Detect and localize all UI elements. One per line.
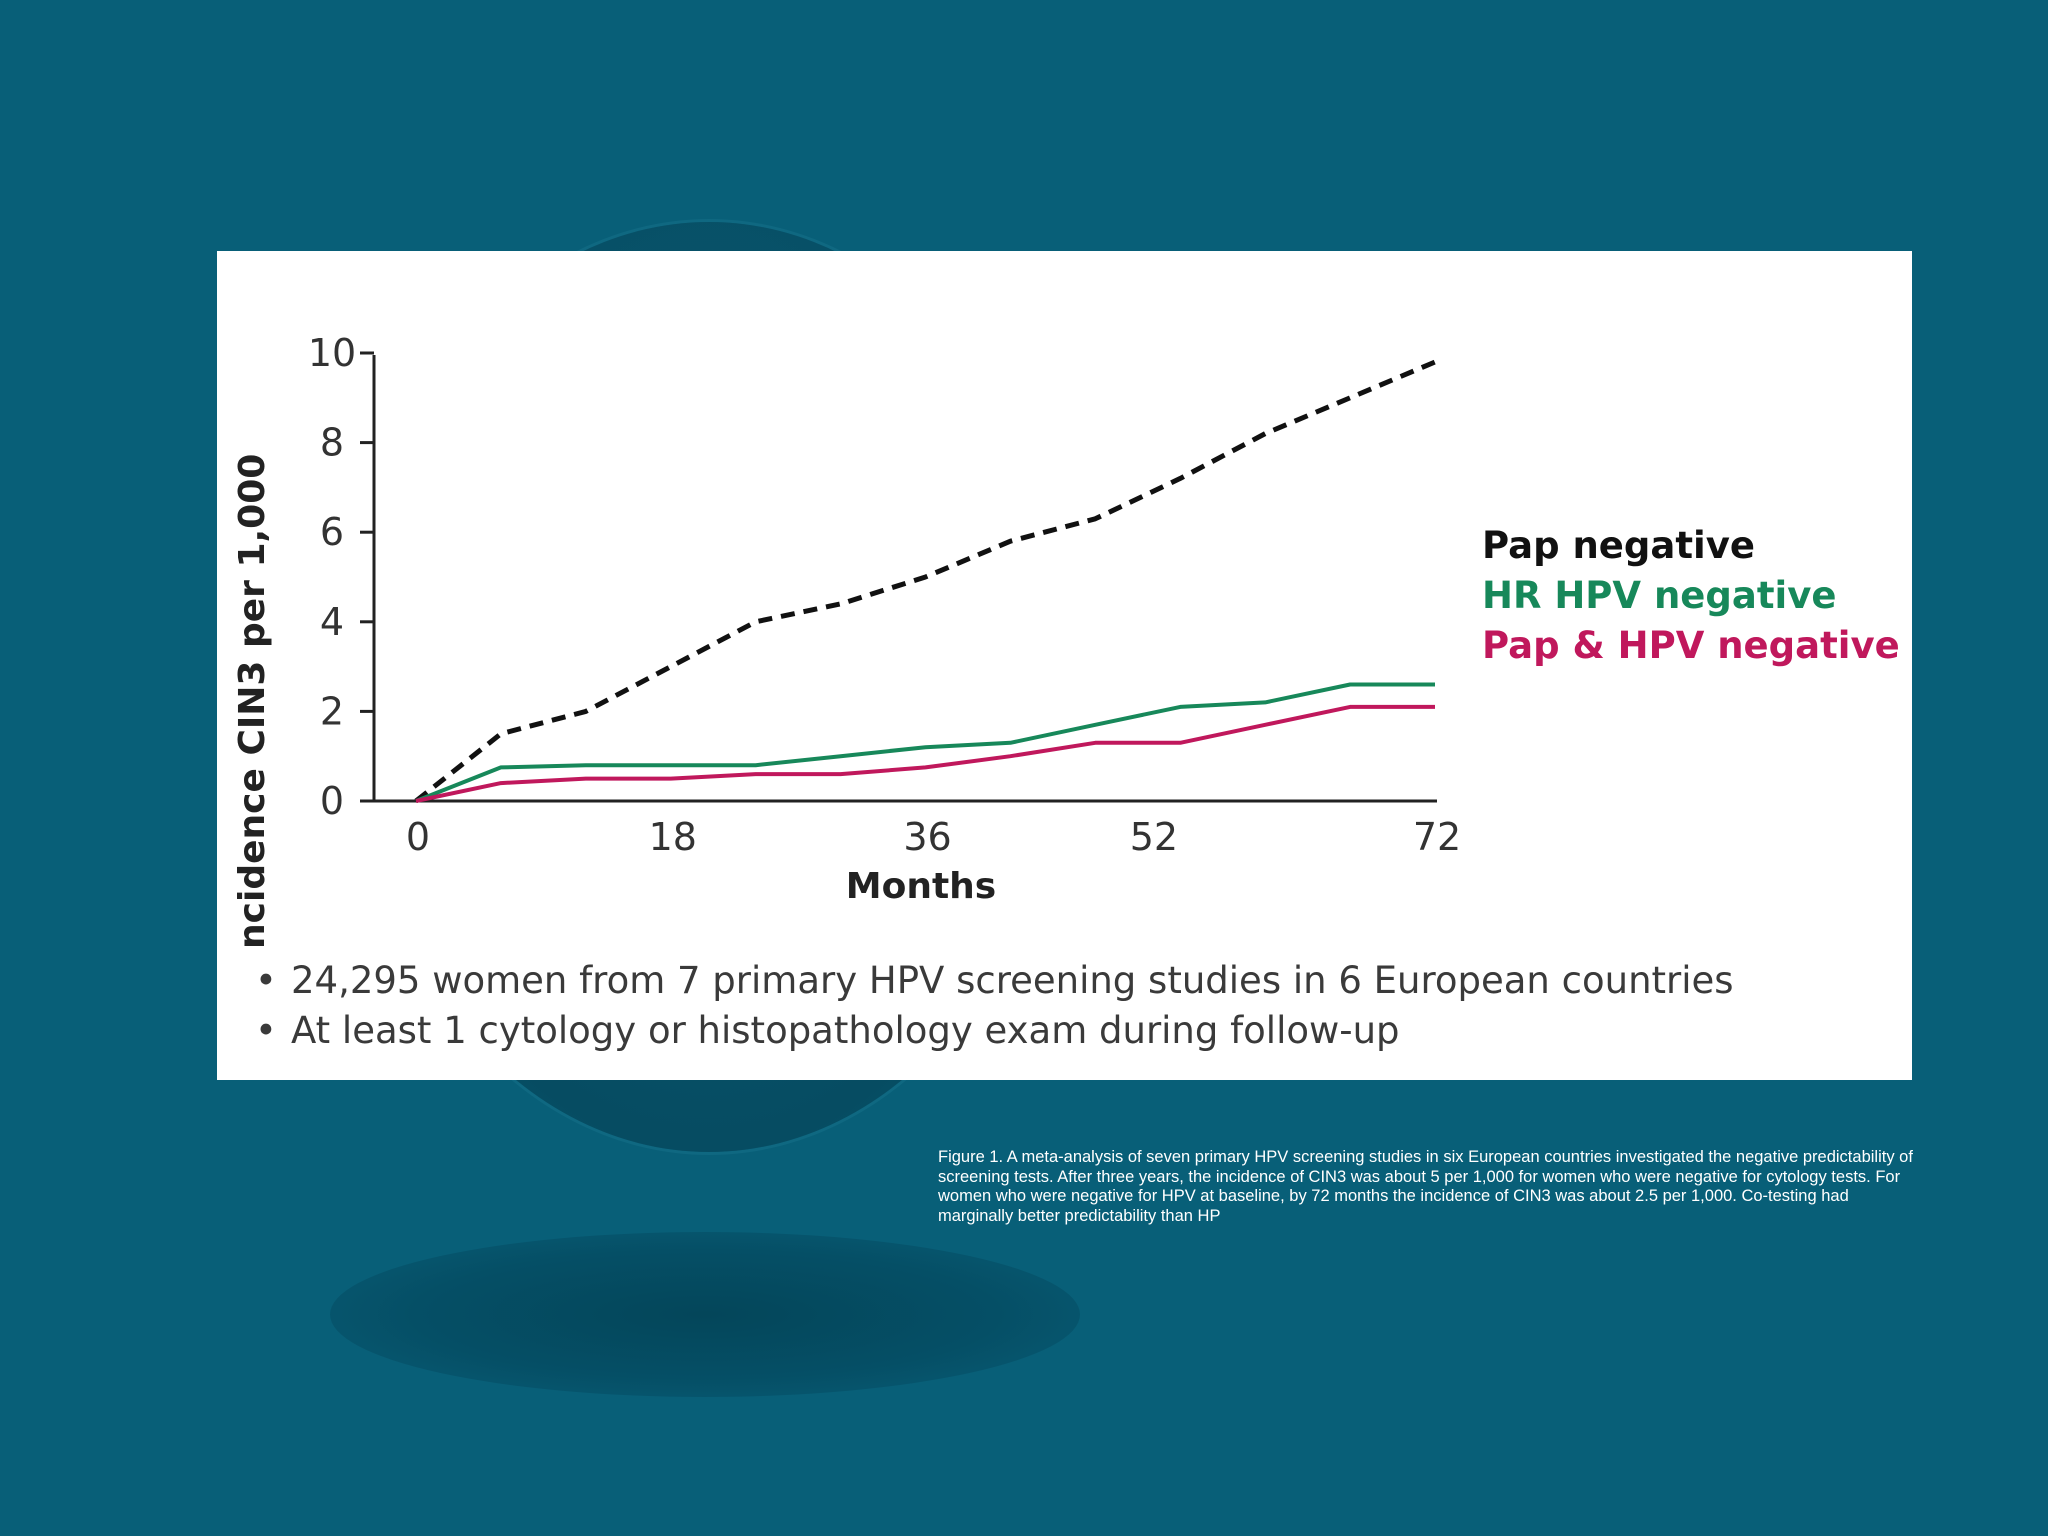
y-tick-label: 2 (320, 689, 344, 733)
bullet-list: • 24,295 women from 7 primary HPV screeni… (255, 956, 1734, 1056)
bullet-item: • At least 1 cytology or histopathology e… (255, 1006, 1734, 1056)
chart-legend: Pap negative HR HPV negative Pap & HPV n… (1482, 521, 1900, 671)
figure-caption: Figure 1. A meta-analysis of seven prima… (938, 1148, 1913, 1225)
y-axis-label: Incidence CIN3 per 1,000 (232, 454, 273, 951)
line-chart: 0 2 4 6 8 10 0 18 36 52 72 Incidence CIN3 per 1,00… (232, 331, 1461, 951)
legend-item-pap-hpv-negative: Pap & HPV negative (1482, 624, 1900, 667)
y-tick-label: 10 (308, 331, 356, 375)
y-tick-label: 8 (320, 421, 344, 465)
y-tick-label: 6 (320, 510, 344, 554)
x-tick-label: 0 (406, 815, 430, 859)
bullet-text: 24,295 women from 7 primary HPV screenin… (291, 959, 1734, 1002)
x-tick-label: 36 (903, 815, 951, 859)
series-line-pap-negative (414, 359, 1436, 803)
x-tick-label: 18 (649, 815, 697, 859)
bullet-text: At least 1 cytology or histopathology ex… (291, 1009, 1400, 1052)
chart-series (414, 359, 1436, 803)
y-tick-label: 4 (320, 600, 344, 644)
bullet-item: • 24,295 women from 7 primary HPV screeni… (255, 956, 1734, 1006)
figure-panel: 0 2 4 6 8 10 0 18 36 52 72 Incidence CIN3 per 1,00… (217, 251, 1912, 1080)
legend-item-hr-hpv-negative: HR HPV negative (1482, 574, 1837, 617)
chart-axes: 0 2 4 6 8 10 0 18 36 52 72 (308, 331, 1461, 859)
x-axis-label: Months (846, 866, 996, 907)
bullet-marker: • (255, 959, 277, 1002)
x-tick-label: 72 (1413, 815, 1461, 859)
bullet-marker: • (255, 1009, 277, 1052)
legend-item-pap-negative: Pap negative (1482, 524, 1755, 567)
background-shadow (330, 1232, 1080, 1397)
x-tick-label: 52 (1130, 815, 1178, 859)
series-line-pap-hpv-negative (415, 704, 1435, 803)
series-line-hr-hpv-negative (415, 682, 1435, 803)
y-tick-label: 0 (320, 779, 344, 823)
